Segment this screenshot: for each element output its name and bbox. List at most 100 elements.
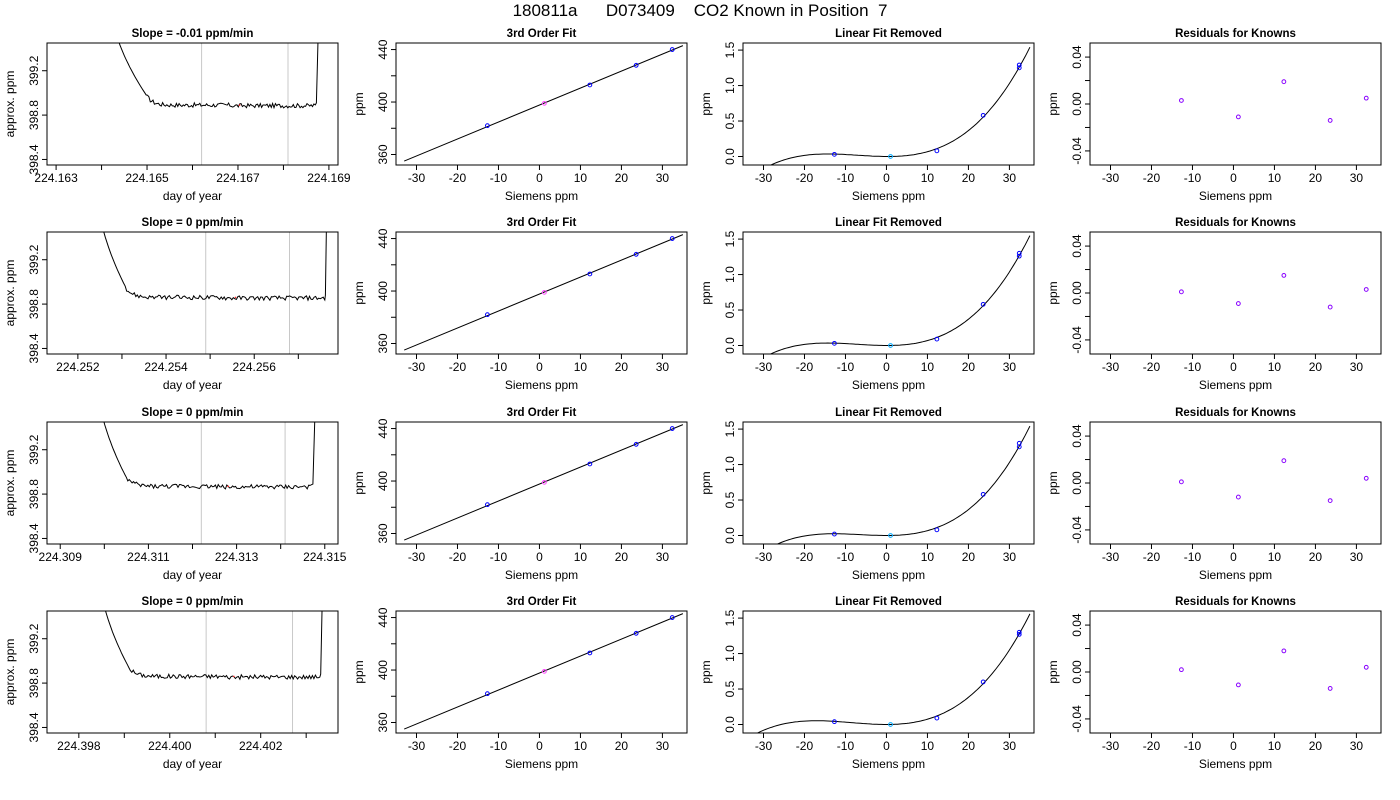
y-tick-label: 1.0 [723,266,737,283]
x-tick-label: 30 [1350,550,1364,564]
y-tick-label: 360 [376,712,390,732]
plot-content [1178,273,1369,310]
x-tick-label: -30 [1102,739,1120,753]
x-axis-label: day of year [163,568,222,582]
chart-panel: Residuals for Knowns Siemens ppm ppm -30 -20… [1046,407,1382,582]
x-tick-label: 10 [1268,171,1282,185]
y-axis-label: ppm [352,660,366,683]
x-tick-label: 10 [574,171,588,185]
x-tick-label: -10 [837,739,855,753]
chart-title: Linear Fit Removed [835,217,942,229]
data-point [633,251,639,257]
y-tick-label: 400 [376,660,390,680]
x-tick-label: 224.400 [148,739,192,753]
x-tick-label: -20 [796,171,814,185]
y-axis-label: approx. ppm [3,71,17,138]
x-axis-label: Siemens ppm [505,378,578,392]
fit-curve [756,613,1031,733]
y-tick-label: 398.8 [27,479,41,509]
x-tick-label: 20 [962,739,976,753]
data-point [669,236,675,241]
y-tick-label: 0.00 [1070,92,1084,116]
plot-frame [1089,42,1382,166]
y-tick-label: 399.2 [27,434,41,464]
data-point [1363,287,1369,292]
chart-panel: 3rd Order Fit Siemens ppm ppm -30 -20 -10 0 10 2… [352,407,688,582]
data-point [1281,648,1287,654]
x-tick-label: 20 [1309,739,1323,753]
data-point [1016,65,1022,71]
x-tick-label: 20 [615,550,629,564]
chart-title: Residuals for Knowns [1175,28,1296,40]
data-point [934,148,940,154]
chart-title: Slope = -0.01 ppm/min [132,28,254,40]
x-axis-label: Siemens ppm [852,757,925,771]
y-tick-label: 1.5 [723,41,737,58]
plot-frame [742,231,1035,355]
y-axis-label: ppm [1046,281,1060,304]
y-axis-label: ppm [352,281,366,304]
y-tick-label: 0.0 [723,716,737,733]
x-tick-label: -20 [1143,171,1161,185]
data-point [633,630,639,636]
x-tick-label: 0 [1230,171,1237,185]
y-tick-label: 0.5 [723,491,737,508]
plot-frame [742,610,1035,734]
y-tick-label: 0.00 [1070,660,1084,684]
x-axis-label: Siemens ppm [852,189,925,203]
y-axis-label: ppm [352,471,366,494]
y-axis-label: approx. ppm [3,639,17,706]
data-point [1281,273,1287,278]
x-tick-label: 224.402 [239,739,283,753]
plot-content [404,613,684,730]
data-point [541,100,547,106]
data-point [1016,62,1022,68]
data-point [587,271,593,277]
y-tick-label: 0.5 [723,112,737,129]
data-point [1235,301,1241,306]
y-tick-label: 440 [376,228,390,248]
chart-title: Residuals for Knowns [1175,407,1296,419]
x-tick-label: 10 [921,739,935,753]
x-tick-label: 10 [574,360,588,374]
y-tick-label: 440 [376,607,390,627]
x-axis-label: Siemens ppm [1199,568,1272,582]
chart-title: 3rd Order Fit [507,217,577,229]
chart-panel: Residuals for Knowns Siemens ppm ppm -30 -20… [1046,28,1382,203]
x-tick-label: 224.311 [127,550,170,564]
x-tick-label: 224.163 [34,171,78,185]
x-tick-label: -10 [490,360,508,374]
series-line [103,232,327,302]
x-tick-label: -10 [490,171,508,185]
x-tick-label: -10 [837,550,855,564]
data-point [484,691,490,697]
plot-content [118,43,319,165]
y-tick-label: 440 [376,418,390,438]
x-tick-label: 30 [1003,360,1017,374]
data-point [888,533,893,538]
x-axis-label: Siemens ppm [505,189,578,203]
data-point [1327,304,1333,310]
data-point [980,491,986,497]
x-tick-label: 20 [1309,550,1323,564]
y-tick-label: -0.04 [1070,516,1084,544]
plot-frame [1089,610,1382,734]
data-point [888,722,893,727]
y-tick-label: 399.2 [27,623,41,653]
y-tick-label: 0.0 [723,527,737,544]
x-axis-label: Siemens ppm [1199,757,1272,771]
x-tick-label: 224.252 [56,360,100,374]
mean-marker [234,296,237,299]
x-tick-label: 0 [883,171,890,185]
x-tick-label: 20 [615,171,629,185]
x-tick-label: 20 [1309,171,1323,185]
x-axis-label: Siemens ppm [505,568,578,582]
x-tick-label: -30 [1102,360,1120,374]
x-tick-label: 224.169 [307,171,351,185]
x-tick-label: 0 [1230,739,1237,753]
chart-panel: 3rd Order Fit Siemens ppm ppm -30 -20 -10 0 10 2… [352,596,688,771]
x-tick-label: 30 [656,550,670,564]
x-tick-label: -10 [490,739,508,753]
data-point [484,502,490,508]
x-tick-label: 10 [1268,550,1282,564]
